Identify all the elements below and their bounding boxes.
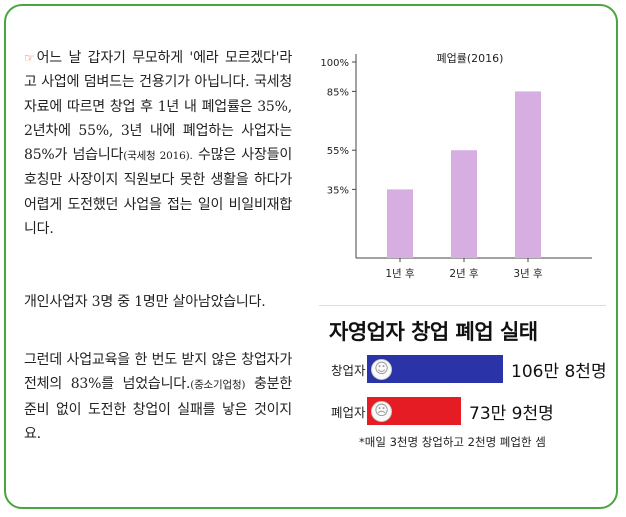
bar-3 — [515, 91, 541, 259]
x-tick-label: 2년 후 — [449, 268, 479, 280]
sad-face-icon: ☹ — [371, 400, 392, 422]
closures-value: 73만 9천명 — [469, 403, 554, 424]
y-tick-label: 100% — [320, 58, 349, 69]
x-tick-label: 3년 후 — [513, 268, 543, 280]
startups-bar: ☺ — [367, 355, 503, 383]
paragraph-3-citation: (중소기업청) — [190, 379, 246, 392]
panel-row-closures: 폐업자 ☹ 73만 9천명 — [331, 396, 554, 426]
paragraph-1-body: 어느 날 갑자기 무모하게 '에라 모르겠다'라고 사업에 덤벼드는 건용기가 … — [24, 50, 292, 164]
startups-label: 창업자 — [331, 362, 366, 378]
closures-label: 폐업자 — [331, 404, 366, 420]
paragraph-2: 개인사업자 3명 중 1명만 살아남았습니다. — [24, 294, 266, 310]
panel-row-startups: 창업자 ☺ 106만 8천명 — [331, 354, 607, 384]
panel-title: 자영업자 창업 폐업 실태 — [329, 320, 538, 344]
bar-2 — [451, 150, 477, 258]
x-tick-label: 1년 후 — [385, 268, 415, 280]
happy-face-icon: ☺ — [371, 358, 392, 380]
closure-rate-chart: 폐업률(2016) 35% 55% 85% 100% 1년 후 2년 후 3년 후 — [308, 44, 598, 294]
self-employed-panel: 자영업자 창업 폐업 실태 창업자 ☺ 106만 8천명 폐업자 ☹ 73만 9… — [319, 305, 607, 463]
chart-title: 폐업률(2016) — [437, 52, 504, 65]
paragraph-3-tail: 충분한 준비 없이 도전한 창업이 실패를 낳은 것이지요. — [24, 376, 292, 442]
startups-value: 106만 8천명 — [511, 361, 607, 382]
paragraph-1-citation: (국세청 2016). — [123, 150, 193, 163]
hand-pointer-icon: ☞ — [24, 51, 35, 65]
content-frame — [4, 4, 618, 509]
y-tick-label: 85% — [327, 87, 349, 98]
y-tick-label: 35% — [327, 185, 349, 196]
closures-bar: ☹ — [367, 397, 461, 425]
panel-footnote: *매일 3천명 창업하고 2천명 폐업한 셈 — [359, 435, 546, 449]
paragraph-1: ☞ 어느 날 갑자기 무모하게 '에라 모르겠다'라고 사업에 덤벼드는 건용기가… — [24, 46, 292, 241]
paragraph-1-tail: 수많은 사장들이 호칭만 사장이지 직원보다 못한 생활을 하다가 어렵게 도전… — [24, 147, 292, 238]
bar-1 — [387, 189, 413, 258]
paragraph-3: 그런데 사업교육을 한 번도 받지 않은 창업자가 전체의 83%를 넘었습니다… — [24, 348, 292, 446]
closure-rate-chart-svg: 폐업률(2016) 35% 55% 85% 100% 1년 후 2년 후 3년 후 — [320, 52, 592, 280]
paragraph-3-body: 그런데 사업교육을 한 번도 받지 않은 창업자가 전체의 83%를 넘었습니다… — [24, 352, 292, 393]
y-tick-label: 55% — [327, 146, 349, 157]
